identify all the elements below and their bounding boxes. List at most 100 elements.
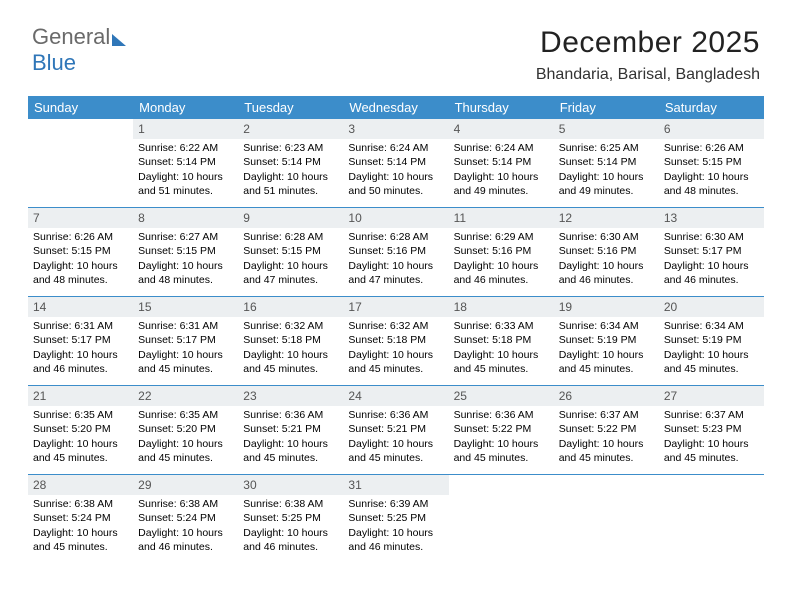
day-number: 6 xyxy=(659,119,764,139)
daylight-text: Daylight: 10 hours and 46 minutes. xyxy=(454,259,549,287)
sunrise-text: Sunrise: 6:37 AM xyxy=(559,408,654,422)
day-details: Sunrise: 6:24 AMSunset: 5:14 PMDaylight:… xyxy=(343,139,448,202)
title-block: December 2025 Bhandaria, Barisal, Bangla… xyxy=(28,26,760,84)
calendar-day-cell: 3Sunrise: 6:24 AMSunset: 5:14 PMDaylight… xyxy=(343,119,448,208)
day-number: 3 xyxy=(343,119,448,139)
daylight-text: Daylight: 10 hours and 47 minutes. xyxy=(243,259,338,287)
calendar-week-row: 1Sunrise: 6:22 AMSunset: 5:14 PMDaylight… xyxy=(28,119,764,208)
sunrise-text: Sunrise: 6:37 AM xyxy=(664,408,759,422)
calendar-day-cell: 26Sunrise: 6:37 AMSunset: 5:22 PMDayligh… xyxy=(554,386,659,475)
day-details: Sunrise: 6:30 AMSunset: 5:17 PMDaylight:… xyxy=(659,228,764,291)
day-details: Sunrise: 6:29 AMSunset: 5:16 PMDaylight:… xyxy=(449,228,554,291)
day-number: 12 xyxy=(554,208,659,228)
daylight-text: Daylight: 10 hours and 46 minutes. xyxy=(33,348,128,376)
sunrise-text: Sunrise: 6:34 AM xyxy=(559,319,654,333)
day-number: 9 xyxy=(238,208,343,228)
day-details: Sunrise: 6:32 AMSunset: 5:18 PMDaylight:… xyxy=(238,317,343,380)
sunrise-text: Sunrise: 6:24 AM xyxy=(348,141,443,155)
calendar-day-cell: 2Sunrise: 6:23 AMSunset: 5:14 PMDaylight… xyxy=(238,119,343,208)
daylight-text: Daylight: 10 hours and 45 minutes. xyxy=(664,348,759,376)
calendar-day-cell: 12Sunrise: 6:30 AMSunset: 5:16 PMDayligh… xyxy=(554,208,659,297)
sunset-text: Sunset: 5:21 PM xyxy=(243,422,338,436)
day-details: Sunrise: 6:31 AMSunset: 5:17 PMDaylight:… xyxy=(133,317,238,380)
sunrise-text: Sunrise: 6:36 AM xyxy=(454,408,549,422)
day-details: Sunrise: 6:25 AMSunset: 5:14 PMDaylight:… xyxy=(554,139,659,202)
sunrise-text: Sunrise: 6:32 AM xyxy=(243,319,338,333)
sunrise-text: Sunrise: 6:38 AM xyxy=(33,497,128,511)
sunrise-text: Sunrise: 6:31 AM xyxy=(33,319,128,333)
daylight-text: Daylight: 10 hours and 45 minutes. xyxy=(559,348,654,376)
logo-sail-icon xyxy=(112,34,126,46)
daylight-text: Daylight: 10 hours and 45 minutes. xyxy=(454,348,549,376)
sunset-text: Sunset: 5:19 PM xyxy=(664,333,759,347)
sunrise-text: Sunrise: 6:30 AM xyxy=(664,230,759,244)
weekday-header-row: Sunday Monday Tuesday Wednesday Thursday… xyxy=(28,96,764,119)
calendar-day-cell: 28Sunrise: 6:38 AMSunset: 5:24 PMDayligh… xyxy=(28,475,133,564)
day-details: Sunrise: 6:38 AMSunset: 5:24 PMDaylight:… xyxy=(28,495,133,558)
day-details: Sunrise: 6:33 AMSunset: 5:18 PMDaylight:… xyxy=(449,317,554,380)
calendar-day-cell: 18Sunrise: 6:33 AMSunset: 5:18 PMDayligh… xyxy=(449,297,554,386)
daylight-text: Daylight: 10 hours and 49 minutes. xyxy=(559,170,654,198)
calendar-day-cell: 24Sunrise: 6:36 AMSunset: 5:21 PMDayligh… xyxy=(343,386,448,475)
day-number: 14 xyxy=(28,297,133,317)
day-number: 31 xyxy=(343,475,448,495)
calendar-day-cell: 9Sunrise: 6:28 AMSunset: 5:15 PMDaylight… xyxy=(238,208,343,297)
calendar-week-row: 7Sunrise: 6:26 AMSunset: 5:15 PMDaylight… xyxy=(28,208,764,297)
sunset-text: Sunset: 5:22 PM xyxy=(454,422,549,436)
sunrise-text: Sunrise: 6:24 AM xyxy=(454,141,549,155)
sunrise-text: Sunrise: 6:25 AM xyxy=(559,141,654,155)
daylight-text: Daylight: 10 hours and 51 minutes. xyxy=(138,170,233,198)
page-title: December 2025 xyxy=(28,26,760,60)
calendar-day-cell: 7Sunrise: 6:26 AMSunset: 5:15 PMDaylight… xyxy=(28,208,133,297)
weekday-header: Wednesday xyxy=(343,96,448,119)
sunset-text: Sunset: 5:16 PM xyxy=(348,244,443,258)
day-number: 18 xyxy=(449,297,554,317)
day-details: Sunrise: 6:34 AMSunset: 5:19 PMDaylight:… xyxy=(554,317,659,380)
calendar-day-cell: 25Sunrise: 6:36 AMSunset: 5:22 PMDayligh… xyxy=(449,386,554,475)
day-details: Sunrise: 6:23 AMSunset: 5:14 PMDaylight:… xyxy=(238,139,343,202)
sunset-text: Sunset: 5:14 PM xyxy=(243,155,338,169)
weekday-header: Monday xyxy=(133,96,238,119)
day-number: 28 xyxy=(28,475,133,495)
daylight-text: Daylight: 10 hours and 45 minutes. xyxy=(138,437,233,465)
weekday-header: Friday xyxy=(554,96,659,119)
sunset-text: Sunset: 5:25 PM xyxy=(348,511,443,525)
daylight-text: Daylight: 10 hours and 50 minutes. xyxy=(348,170,443,198)
calendar-day-cell: 15Sunrise: 6:31 AMSunset: 5:17 PMDayligh… xyxy=(133,297,238,386)
calendar-day-cell: 20Sunrise: 6:34 AMSunset: 5:19 PMDayligh… xyxy=(659,297,764,386)
calendar-day-cell: 11Sunrise: 6:29 AMSunset: 5:16 PMDayligh… xyxy=(449,208,554,297)
sunset-text: Sunset: 5:16 PM xyxy=(559,244,654,258)
day-details: Sunrise: 6:38 AMSunset: 5:24 PMDaylight:… xyxy=(133,495,238,558)
day-details: Sunrise: 6:37 AMSunset: 5:22 PMDaylight:… xyxy=(554,406,659,469)
sunset-text: Sunset: 5:22 PM xyxy=(559,422,654,436)
calendar-day-cell xyxy=(554,475,659,564)
daylight-text: Daylight: 10 hours and 45 minutes. xyxy=(348,437,443,465)
weekday-header: Saturday xyxy=(659,96,764,119)
daylight-text: Daylight: 10 hours and 45 minutes. xyxy=(348,348,443,376)
calendar-week-row: 14Sunrise: 6:31 AMSunset: 5:17 PMDayligh… xyxy=(28,297,764,386)
sunset-text: Sunset: 5:18 PM xyxy=(454,333,549,347)
sunset-text: Sunset: 5:20 PM xyxy=(138,422,233,436)
sunset-text: Sunset: 5:18 PM xyxy=(243,333,338,347)
day-details: Sunrise: 6:28 AMSunset: 5:15 PMDaylight:… xyxy=(238,228,343,291)
day-number: 15 xyxy=(133,297,238,317)
sunrise-text: Sunrise: 6:32 AM xyxy=(348,319,443,333)
sunrise-text: Sunrise: 6:22 AM xyxy=(138,141,233,155)
daylight-text: Daylight: 10 hours and 45 minutes. xyxy=(243,348,338,376)
daylight-text: Daylight: 10 hours and 45 minutes. xyxy=(33,437,128,465)
day-number: 20 xyxy=(659,297,764,317)
sunset-text: Sunset: 5:14 PM xyxy=(138,155,233,169)
calendar-page: General Blue December 2025 Bhandaria, Ba… xyxy=(0,0,792,612)
calendar-day-cell: 6Sunrise: 6:26 AMSunset: 5:15 PMDaylight… xyxy=(659,119,764,208)
day-details: Sunrise: 6:36 AMSunset: 5:22 PMDaylight:… xyxy=(449,406,554,469)
sunrise-text: Sunrise: 6:29 AM xyxy=(454,230,549,244)
calendar-day-cell: 27Sunrise: 6:37 AMSunset: 5:23 PMDayligh… xyxy=(659,386,764,475)
daylight-text: Daylight: 10 hours and 45 minutes. xyxy=(559,437,654,465)
sunset-text: Sunset: 5:18 PM xyxy=(348,333,443,347)
sunset-text: Sunset: 5:14 PM xyxy=(348,155,443,169)
day-number: 27 xyxy=(659,386,764,406)
day-details: Sunrise: 6:31 AMSunset: 5:17 PMDaylight:… xyxy=(28,317,133,380)
sunset-text: Sunset: 5:21 PM xyxy=(348,422,443,436)
sunrise-text: Sunrise: 6:35 AM xyxy=(33,408,128,422)
sunset-text: Sunset: 5:15 PM xyxy=(243,244,338,258)
